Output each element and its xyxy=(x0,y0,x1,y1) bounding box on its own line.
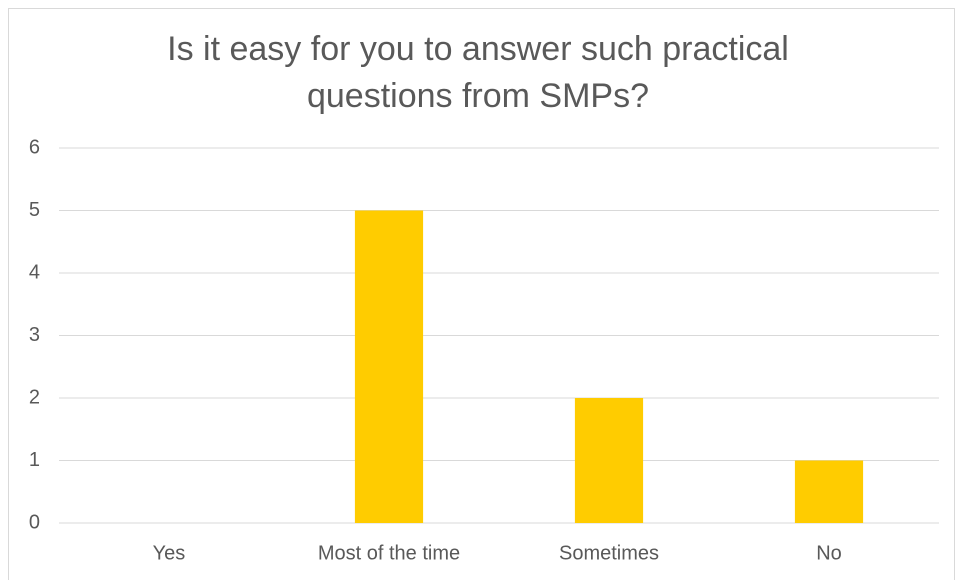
y-tick-label: 0 xyxy=(29,511,40,533)
bar xyxy=(354,210,424,523)
chart-border xyxy=(8,8,955,580)
y-tick-label: 4 xyxy=(29,261,40,283)
x-tick-label: Sometimes xyxy=(559,542,659,564)
x-tick-label: Yes xyxy=(153,542,186,564)
chart-title: Is it easy for you to answer such practi… xyxy=(167,30,789,115)
bar xyxy=(794,460,864,523)
y-tick-label: 2 xyxy=(29,386,40,408)
y-tick-label: 5 xyxy=(29,199,40,221)
y-tick-label: 1 xyxy=(29,449,40,471)
y-tick-label: 3 xyxy=(29,324,40,346)
x-tick-label: No xyxy=(816,542,842,564)
bar xyxy=(574,398,644,523)
y-tick-label: 6 xyxy=(29,136,40,158)
x-tick-label: Most of the time xyxy=(318,542,460,564)
